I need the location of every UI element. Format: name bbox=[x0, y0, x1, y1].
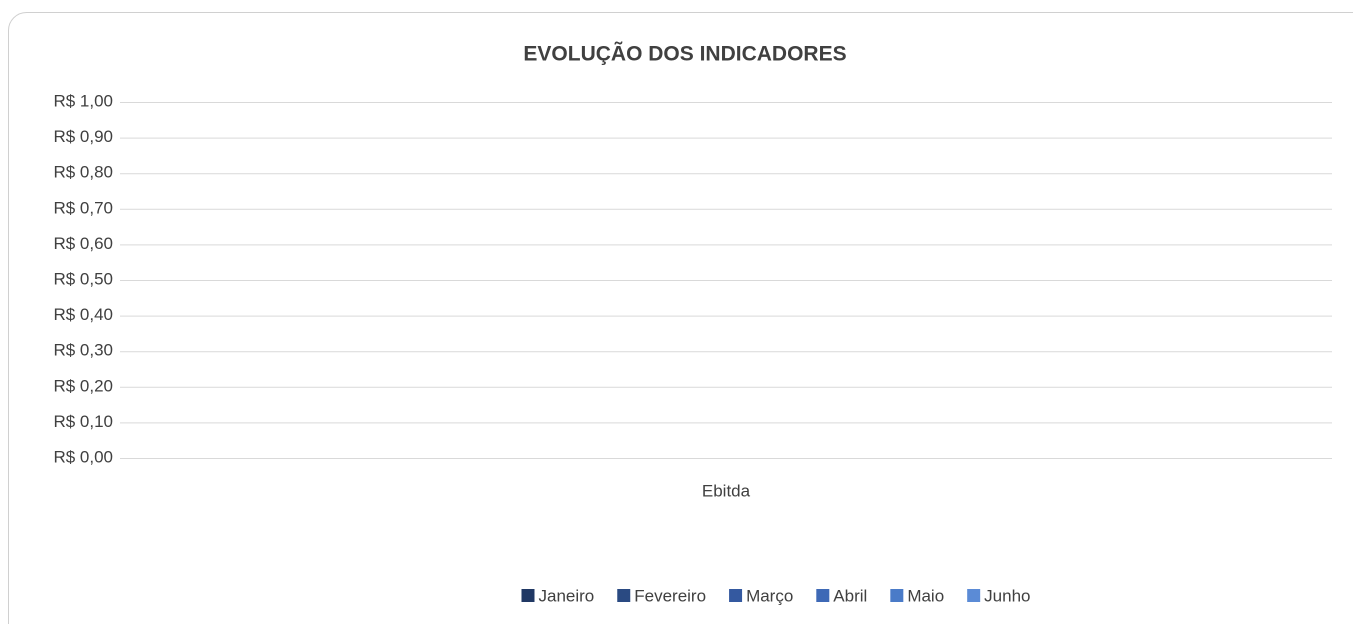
legend-label: Janeiro bbox=[538, 586, 594, 605]
legend-swatch bbox=[816, 589, 829, 602]
y-tick-label: R$ 0,50 bbox=[53, 269, 113, 288]
y-tick-label: R$ 0,20 bbox=[53, 376, 113, 395]
legend-label: Maio bbox=[907, 586, 944, 605]
y-tick-label: R$ 0,30 bbox=[53, 341, 113, 360]
y-tick-label: R$ 0,00 bbox=[53, 447, 113, 466]
x-tick-label: Ebitda bbox=[702, 481, 751, 500]
legend-label: Fevereiro bbox=[634, 586, 706, 605]
legend-swatch bbox=[890, 589, 903, 602]
legend-swatch bbox=[729, 589, 742, 602]
chart-frame bbox=[9, 13, 1353, 625]
legend-swatch bbox=[521, 589, 534, 602]
y-tick-label: R$ 0,90 bbox=[53, 127, 113, 146]
y-tick-label: R$ 1,00 bbox=[53, 91, 113, 110]
legend-label: Abril bbox=[833, 586, 867, 605]
y-tick-label: R$ 0,60 bbox=[53, 234, 113, 253]
y-tick-label: R$ 0,10 bbox=[53, 412, 113, 431]
legend-label: Março bbox=[746, 586, 793, 605]
legend-label: Junho bbox=[984, 586, 1030, 605]
legend-swatch bbox=[617, 589, 630, 602]
chart-title: EVOLUÇÃO DOS INDICADORES bbox=[523, 43, 846, 66]
y-tick-label: R$ 0,70 bbox=[53, 198, 113, 217]
y-tick-label: R$ 0,40 bbox=[53, 305, 113, 324]
y-tick-label: R$ 0,80 bbox=[53, 163, 113, 182]
legend-swatch bbox=[967, 589, 980, 602]
